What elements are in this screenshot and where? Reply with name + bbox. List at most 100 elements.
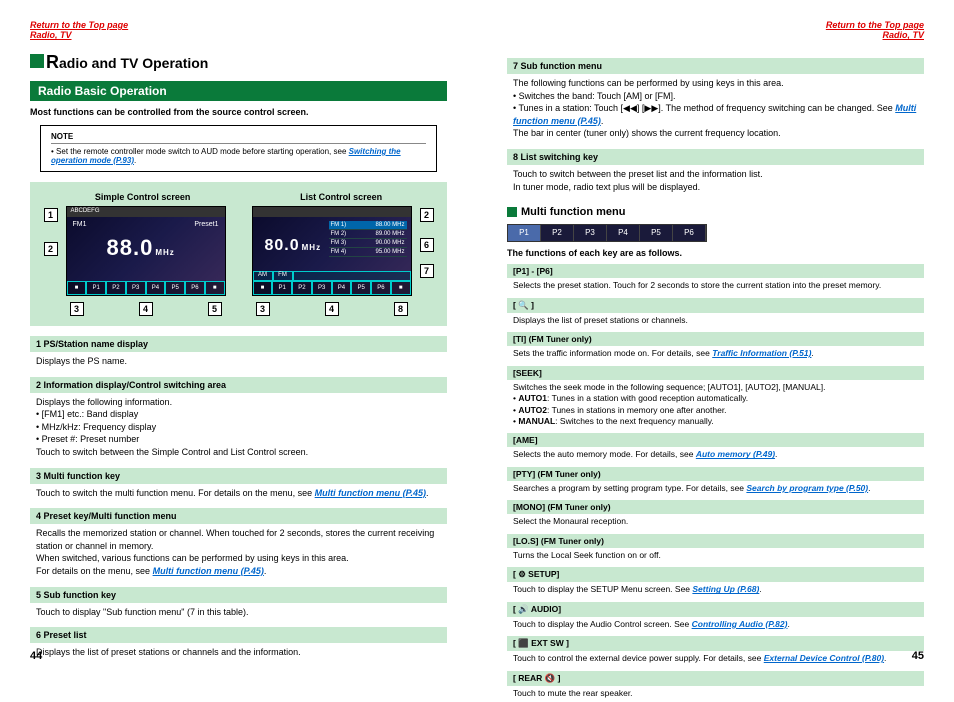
func-body: Touch to display the Audio Control scree… <box>507 617 924 633</box>
item-link[interactable]: Multi function menu (P.45) <box>315 488 426 498</box>
func-body: Searches a program by setting program ty… <box>507 481 924 497</box>
page-left: Return to the Top page Radio, TV Radio a… <box>0 0 477 677</box>
callout-4: 4 <box>139 302 153 316</box>
item-link[interactable]: Multi function menu (P.45) <box>153 566 264 576</box>
page-right: Return to the Top page Radio, TV 7 Sub f… <box>477 0 954 677</box>
item-heading: 6 Preset list <box>30 627 447 643</box>
func-body: Select the Monaural reception. <box>507 514 924 530</box>
screen1-title: Simple Control screen <box>95 192 191 202</box>
callout-5: 5 <box>208 302 222 316</box>
preset-button[interactable]: P4 <box>332 281 352 295</box>
menubar-button[interactable]: P1 <box>508 225 541 241</box>
intro-text: Most functions can be controlled from th… <box>30 107 447 117</box>
top-links: Return to the Top page Radio, TV <box>30 20 447 40</box>
screen2-wrap: 2 6 7 80.0MHz FM 1)88.00 MHzFM 2)89.00 M… <box>252 206 412 316</box>
preset-button[interactable]: ■ <box>253 281 273 295</box>
screen1-topbar: ABCDEFG <box>67 207 225 217</box>
func-heading: [MONO] (FM Tuner only) <box>507 500 924 514</box>
item-body: Touch to switch the multi function menu.… <box>30 484 447 505</box>
func-heading: [ REAR 🔇 ] <box>507 671 924 686</box>
item-body: Displays the PS name. <box>30 352 447 373</box>
right-items-list: [P1] - [P6]Selects the preset station. T… <box>507 264 924 702</box>
multi-function-heading: Multi function menu <box>507 206 924 218</box>
note-label: NOTE <box>51 132 426 144</box>
preset-button[interactable]: P2 <box>292 281 312 295</box>
callout-1: 1 <box>44 208 58 222</box>
callout-7: 7 <box>420 264 434 278</box>
item-heading: 4 Preset key/Multi function menu <box>30 508 447 524</box>
screens-panel: Simple Control screen List Control scree… <box>30 182 447 326</box>
note-box: NOTE • Set the remote controller mode sw… <box>40 125 437 172</box>
func-body: Selects the preset station. Touch for 2 … <box>507 278 924 294</box>
func-body: Selects the auto memory mode. For detail… <box>507 447 924 463</box>
screen1-wrap: 1 2 ABCDEFG FM1 Preset1 88.0MHz ■P1P2P3P… <box>66 206 226 316</box>
left-items-list: 1 PS/Station name displayDisplays the PS… <box>30 336 447 664</box>
func-link[interactable]: Auto memory (P.49) <box>696 449 775 459</box>
item-body: Displays the following information.• [FM… <box>30 393 447 464</box>
preset-button[interactable]: P1 <box>272 281 292 295</box>
top-links-right: Return to the Top page Radio, TV <box>507 20 924 40</box>
item-heading: 7 Sub function menu <box>507 58 924 74</box>
func-heading: [TI] (FM Tuner only) <box>507 332 924 346</box>
func-link[interactable]: External Device Control (P.80) <box>764 653 884 663</box>
preset-button[interactable]: P1 <box>86 281 106 295</box>
preset-button[interactable]: P3 <box>126 281 146 295</box>
func-heading: [LO.S] (FM Tuner only) <box>507 534 924 548</box>
preset-button[interactable]: ■ <box>391 281 411 295</box>
func-body: Displays the list of preset stations or … <box>507 313 924 329</box>
return-top-link[interactable]: Return to the Top page <box>30 20 128 30</box>
item-heading: 1 PS/Station name display <box>30 336 447 352</box>
multi-function-menubar: P1P2P3P4P5P6 <box>507 224 707 242</box>
func-link[interactable]: Search by program type (P.50) <box>746 483 868 493</box>
title-glyph <box>30 54 44 68</box>
callout-3: 3 <box>70 302 84 316</box>
preset-button[interactable]: P5 <box>165 281 185 295</box>
item-heading: 3 Multi function key <box>30 468 447 484</box>
menubar-button[interactable]: P6 <box>673 225 706 241</box>
preset-button[interactable]: P3 <box>312 281 332 295</box>
preset-button[interactable]: P6 <box>371 281 391 295</box>
preset-button[interactable]: ■ <box>205 281 225 295</box>
callout-3b: 3 <box>256 302 270 316</box>
func-heading: [ ⬛ EXT SW ] <box>507 636 924 651</box>
item-heading: 2 Information display/Control switching … <box>30 377 447 393</box>
preset-button[interactable]: P2 <box>106 281 126 295</box>
callout-2: 2 <box>44 242 58 256</box>
page-number-left: 44 <box>30 650 42 662</box>
func-heading: [SEEK] <box>507 366 924 380</box>
menubar-button[interactable]: P3 <box>574 225 607 241</box>
return-top-link-right[interactable]: Return to the Top page <box>826 20 924 30</box>
preset-button[interactable]: ■ <box>67 281 87 295</box>
item-body: Recalls the memorized station or channel… <box>30 524 447 582</box>
func-body: Touch to display the SETUP Menu screen. … <box>507 582 924 598</box>
func-link[interactable]: Controlling Audio (P.82) <box>692 619 788 629</box>
callout-4b: 4 <box>325 302 339 316</box>
func-intro: The functions of each key are as follows… <box>507 248 924 258</box>
func-body: Touch to mute the rear speaker. <box>507 686 924 702</box>
func-body: Touch to control the external device pow… <box>507 651 924 667</box>
breadcrumb-link-right[interactable]: Radio, TV <box>882 30 924 40</box>
breadcrumb-link[interactable]: Radio, TV <box>30 30 72 40</box>
section-heading: Radio Basic Operation <box>30 81 447 101</box>
item-heading: 8 List switching key <box>507 149 924 165</box>
func-body: Switches the seek mode in the following … <box>507 380 924 431</box>
menubar-button[interactable]: P5 <box>640 225 673 241</box>
item-link[interactable]: Multi function menu (P.45) <box>513 103 916 126</box>
preset-button[interactable]: P6 <box>185 281 205 295</box>
item-body: Touch to display "Sub function menu" (7 … <box>30 603 447 624</box>
func-heading: [ 🔍 ] <box>507 298 924 313</box>
func-heading: [AME] <box>507 433 924 447</box>
func-heading: [ 🔊 AUDIO] <box>507 602 924 617</box>
func-link[interactable]: Setting Up (P.68) <box>692 584 759 594</box>
func-link[interactable]: Traffic Information (P.51) <box>712 348 811 358</box>
screen2-title: List Control screen <box>300 192 382 202</box>
callout-2b: 2 <box>420 208 434 222</box>
menubar-button[interactable]: P2 <box>541 225 574 241</box>
preset-button[interactable]: P5 <box>351 281 371 295</box>
preset-button[interactable]: P4 <box>146 281 166 295</box>
list-control-screen: 80.0MHz FM 1)88.00 MHzFM 2)89.00 MHzFM 3… <box>252 206 412 296</box>
menubar-button[interactable]: P4 <box>607 225 640 241</box>
func-heading: [PTY] (FM Tuner only) <box>507 467 924 481</box>
page-number-right: 45 <box>912 650 924 662</box>
item-body: The following functions can be performed… <box>507 74 924 145</box>
